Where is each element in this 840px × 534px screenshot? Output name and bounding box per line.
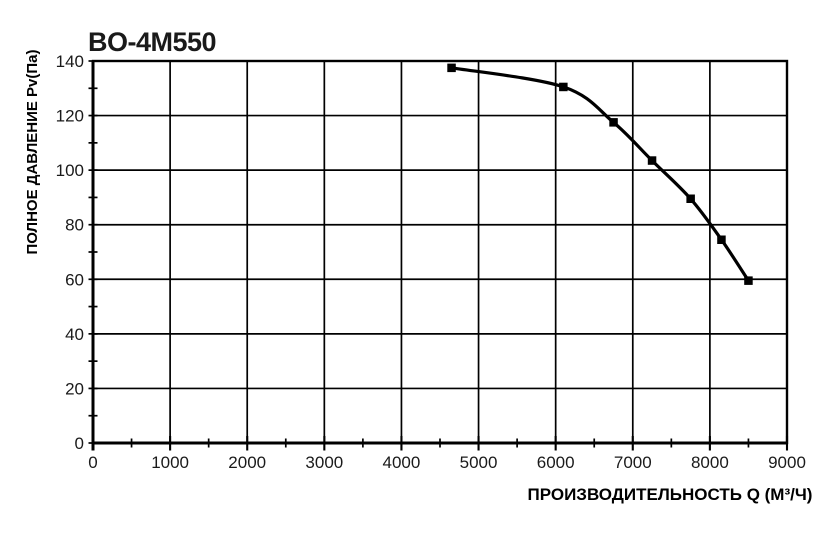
x-tick-label: 4000 — [383, 453, 421, 472]
x-tick-label: 3000 — [305, 453, 343, 472]
data-point-marker — [559, 82, 568, 92]
plot-border — [91, 59, 789, 445]
gridlines — [91, 59, 789, 451]
x-tick-label: 2000 — [228, 453, 266, 472]
axis-ticks — [88, 60, 789, 451]
y-tick-label: 40 — [65, 325, 84, 344]
chart-title: BO-4M550 — [88, 27, 216, 57]
x-tick-label: 8000 — [691, 453, 729, 472]
y-tick-label: 140 — [56, 52, 84, 71]
x-tick-label: 1000 — [151, 453, 189, 472]
x-axis-label: ПРОИЗВОДИТЕЛЬНОСТЬ Q (М³/Ч) — [528, 485, 813, 504]
data-point-marker — [717, 235, 726, 244]
data-point-marker — [647, 156, 657, 165]
tick-labels: 0 1000 2000 3000 4000 5000 6000 7000 8000 9000 0 20… — [56, 52, 806, 472]
data-point-marker — [609, 118, 618, 127]
data-point-marker — [447, 63, 456, 73]
data-point-marker — [686, 194, 695, 203]
x-tick-label: 7000 — [614, 453, 652, 472]
y-tick-label: 120 — [56, 107, 84, 126]
y-tick-label: 20 — [65, 379, 84, 398]
x-tick-label: 9000 — [768, 453, 806, 472]
x-tick-label: 0 — [88, 453, 97, 472]
data-point-marker — [744, 276, 753, 285]
y-tick-label: 80 — [65, 216, 84, 235]
performance-curve — [447, 63, 753, 285]
curve-path — [450, 66, 750, 283]
y-tick-label: 0 — [75, 434, 84, 453]
y-axis-label: ПОЛНОЕ ДАВЛЕНИЕ Pv(Па) — [24, 49, 41, 254]
x-tick-label: 5000 — [460, 453, 498, 472]
x-tick-label: 6000 — [537, 453, 575, 472]
y-tick-label: 100 — [56, 161, 84, 180]
y-tick-label: 60 — [65, 270, 84, 289]
